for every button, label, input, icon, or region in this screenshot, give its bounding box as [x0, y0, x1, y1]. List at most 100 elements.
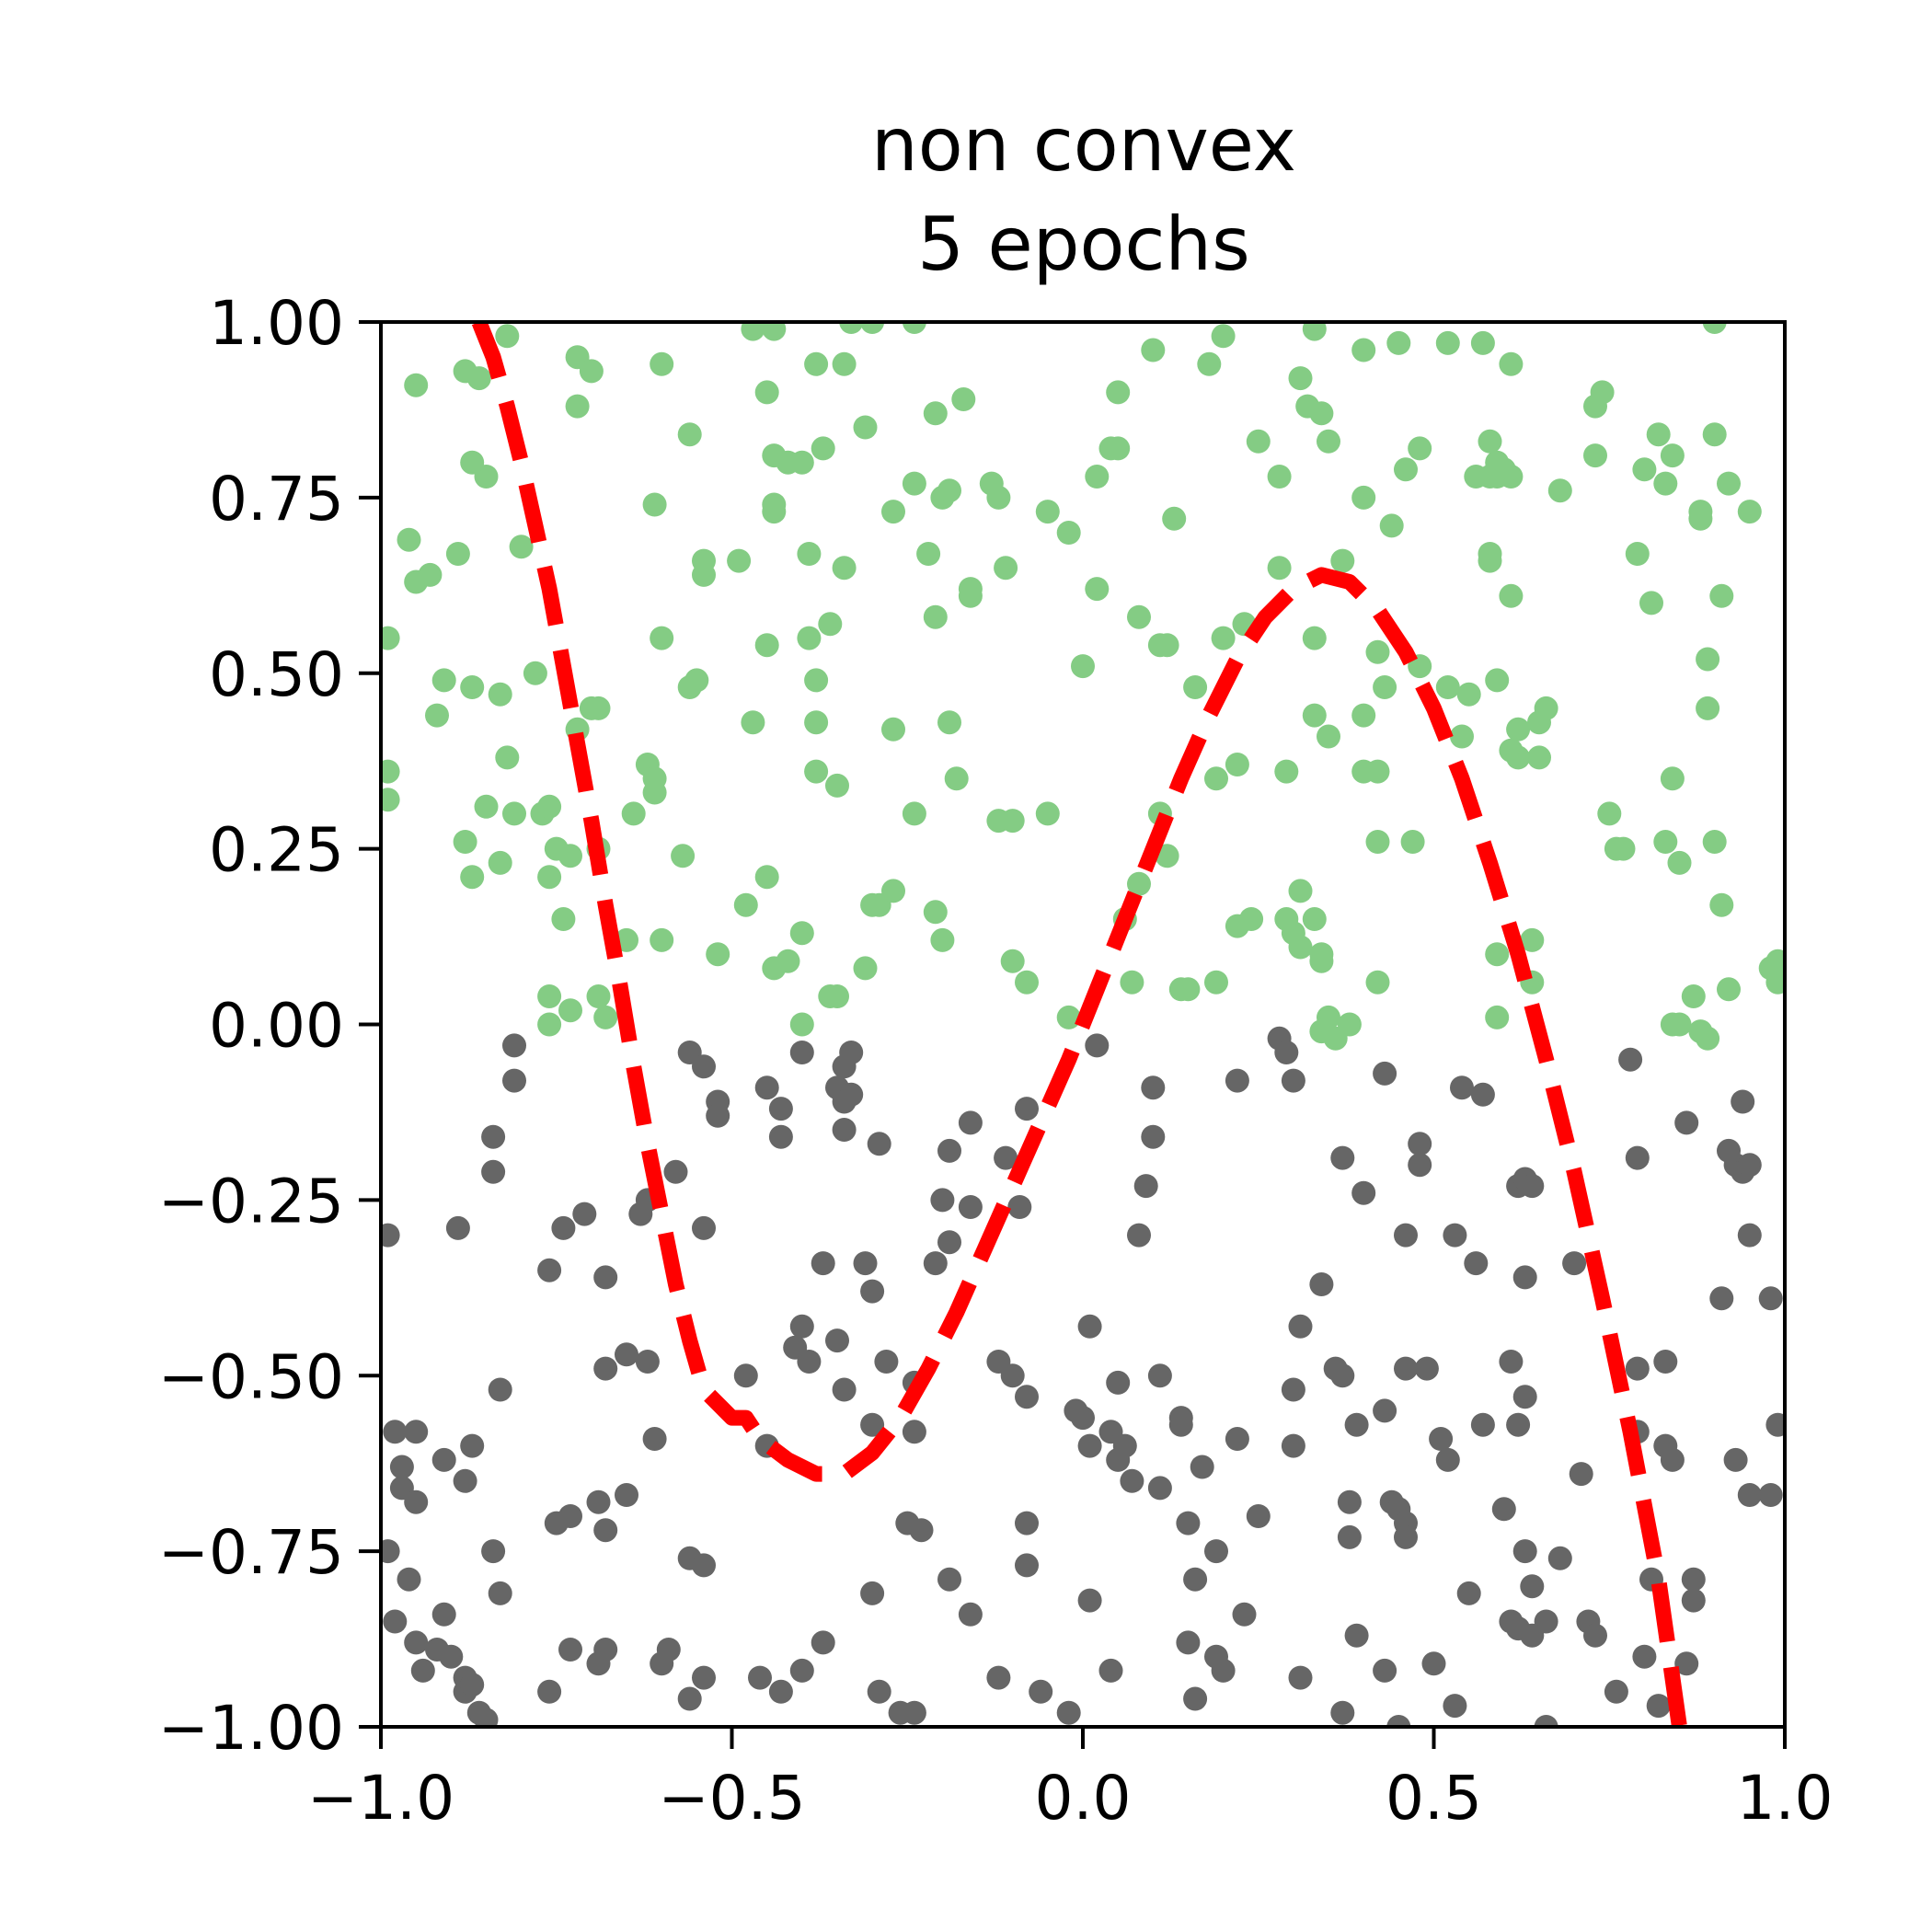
positive-point: [1485, 1005, 1510, 1029]
negative-point: [1421, 1651, 1446, 1676]
negative-point: [1470, 1082, 1495, 1107]
y-tick-label: −0.75: [158, 1517, 344, 1588]
positive-point: [1302, 322, 1327, 341]
positive-point: [811, 436, 835, 461]
positive-point: [495, 324, 520, 349]
negative-point: [615, 1483, 638, 1507]
negative-point: [439, 1644, 464, 1669]
decision-boundary-curve: [471, 322, 1687, 1727]
negative-point: [1534, 1715, 1558, 1727]
positive-point: [762, 492, 787, 517]
negative-point: [1029, 1679, 1053, 1704]
negative-point: [692, 1054, 716, 1079]
negative-point: [558, 1638, 582, 1662]
y-tick-label: 1.00: [209, 288, 344, 359]
positive-point: [1386, 330, 1411, 355]
positive-point: [1470, 330, 1495, 355]
positive-point: [1660, 1012, 1685, 1037]
negative-point: [839, 1041, 864, 1064]
negative-point: [832, 1377, 857, 1402]
positive-point: [1499, 583, 1524, 608]
negative-point: [1344, 1623, 1369, 1648]
positive-point: [460, 450, 485, 475]
positive-point: [741, 322, 765, 341]
positive-point: [1653, 830, 1678, 854]
positive-point: [853, 956, 878, 981]
positive-point: [1015, 970, 1039, 995]
negative-point: [1127, 1223, 1151, 1248]
negative-point: [754, 1075, 779, 1100]
negative-point: [1373, 1658, 1397, 1683]
positive-point: [418, 562, 443, 587]
negative-point: [825, 1328, 849, 1353]
positive-point: [1211, 324, 1236, 349]
positive-point: [650, 927, 674, 952]
positive-point: [537, 794, 562, 819]
positive-point: [804, 351, 829, 376]
positive-point: [1485, 942, 1510, 967]
positive-point: [1625, 542, 1650, 566]
negative-point: [1147, 1476, 1172, 1501]
negative-point: [502, 1068, 526, 1093]
positive-point: [1056, 1005, 1081, 1029]
positive-point: [586, 984, 611, 1008]
negative-point: [481, 1539, 506, 1564]
positive-point: [1394, 457, 1418, 482]
positive-point: [994, 556, 1018, 581]
positive-point: [1330, 548, 1355, 573]
positive-point: [1183, 675, 1208, 699]
negative-point: [748, 1665, 772, 1690]
negative-point: [1674, 1651, 1699, 1676]
negative-point: [572, 1202, 597, 1226]
negative-point: [1765, 1412, 1785, 1437]
negative-point: [642, 1427, 667, 1451]
negative-point: [789, 1041, 814, 1064]
negative-point: [558, 1504, 582, 1528]
negative-point: [1491, 1497, 1516, 1522]
negative-point: [1737, 1153, 1762, 1178]
negative-point: [811, 1630, 835, 1655]
positive-point: [1127, 871, 1151, 896]
positive-point: [1351, 703, 1376, 728]
negative-point: [1520, 1623, 1545, 1648]
negative-point: [1085, 1033, 1110, 1058]
negative-point: [1414, 1356, 1439, 1381]
negative-point: [453, 1468, 477, 1493]
positive-point: [923, 401, 948, 426]
positive-point: [1246, 429, 1271, 454]
positive-point: [1204, 766, 1228, 791]
negative-point: [1112, 1433, 1137, 1458]
positive-point: [1450, 724, 1474, 749]
positive-point: [509, 535, 534, 559]
negative-point: [586, 1489, 611, 1514]
positive-point: [1688, 500, 1713, 524]
positive-point: [754, 380, 779, 405]
negative-point: [994, 1145, 1018, 1170]
negative-point: [1394, 1524, 1418, 1549]
positive-point: [986, 485, 1011, 510]
x-tick-label: 1.0: [1737, 1763, 1834, 1834]
positive-point: [453, 359, 477, 384]
negative-point: [1274, 1041, 1299, 1064]
negative-point: [1141, 1124, 1166, 1149]
negative-point: [1183, 1567, 1208, 1592]
negative-point: [1190, 1455, 1214, 1479]
negative-point: [1681, 1588, 1706, 1613]
negative-point: [1225, 1427, 1249, 1451]
y-tick-label: 0.75: [209, 464, 344, 535]
negative-point: [768, 1124, 793, 1149]
positive-point: [1225, 753, 1249, 776]
positive-point: [397, 527, 421, 552]
positive-point: [1239, 907, 1264, 931]
positive-point: [1696, 647, 1720, 672]
positive-point: [1197, 351, 1222, 376]
positive-point: [1317, 429, 1340, 454]
positive-point: [754, 633, 779, 658]
positive-point: [1155, 844, 1179, 868]
positive-point: [537, 1012, 562, 1037]
negative-point: [1660, 1447, 1685, 1472]
negative-point: [692, 1553, 716, 1578]
positive-point: [642, 492, 667, 517]
negative-point: [404, 1630, 429, 1655]
positive-point: [1478, 548, 1502, 573]
